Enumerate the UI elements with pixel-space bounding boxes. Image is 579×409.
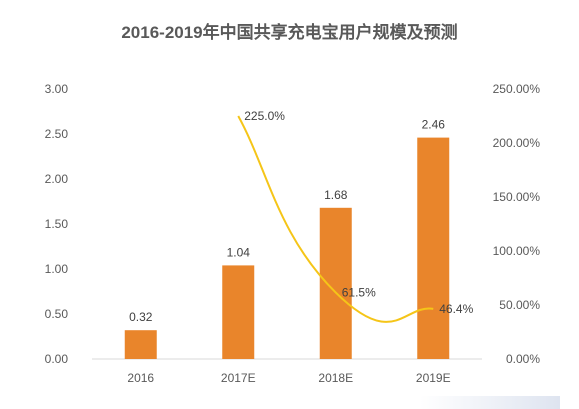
watermark (420, 396, 560, 409)
x-tick-label: 2018E (318, 371, 353, 385)
y-right-tick-label: 100.00% (493, 244, 541, 258)
bar-value-label: 1.68 (324, 188, 348, 202)
bar-value-label: 2.46 (422, 118, 446, 132)
bar (124, 330, 157, 359)
line-value-label: 225.0% (244, 109, 285, 123)
chart-title: 2016-2019年中国共享充电宝用户规模及预测 (121, 23, 458, 42)
y-right-tick-label: 0.00% (506, 352, 540, 366)
y-right-tick-label: 50.00% (499, 298, 540, 312)
y-left-tick-label: 1.00 (45, 262, 69, 276)
y-left-tick-label: 2.00 (45, 172, 69, 186)
y-right-tick-label: 200.00% (493, 136, 541, 150)
bar-value-label: 1.04 (227, 245, 251, 259)
line-value-label: 61.5% (342, 286, 376, 300)
y-left-tick-label: 0.00 (45, 352, 69, 366)
y-left-tick-label: 3.00 (45, 82, 69, 96)
bar (417, 137, 450, 359)
bar (319, 207, 352, 359)
x-tick-label: 2019E (416, 371, 451, 385)
growth-rate-line (237, 115, 434, 323)
line-value-label: 46.4% (439, 302, 473, 316)
y-right-tick-label: 250.00% (493, 82, 541, 96)
bar-value-label: 0.32 (129, 310, 153, 324)
y-right-tick-label: 150.00% (493, 190, 541, 204)
x-tick-label: 2016 (127, 371, 154, 385)
bar (222, 265, 255, 359)
y-left-tick-label: 2.50 (45, 127, 69, 141)
x-tick-label: 2017E (221, 371, 256, 385)
y-left-tick-label: 1.50 (45, 217, 69, 231)
y-left-tick-label: 0.50 (45, 307, 69, 321)
